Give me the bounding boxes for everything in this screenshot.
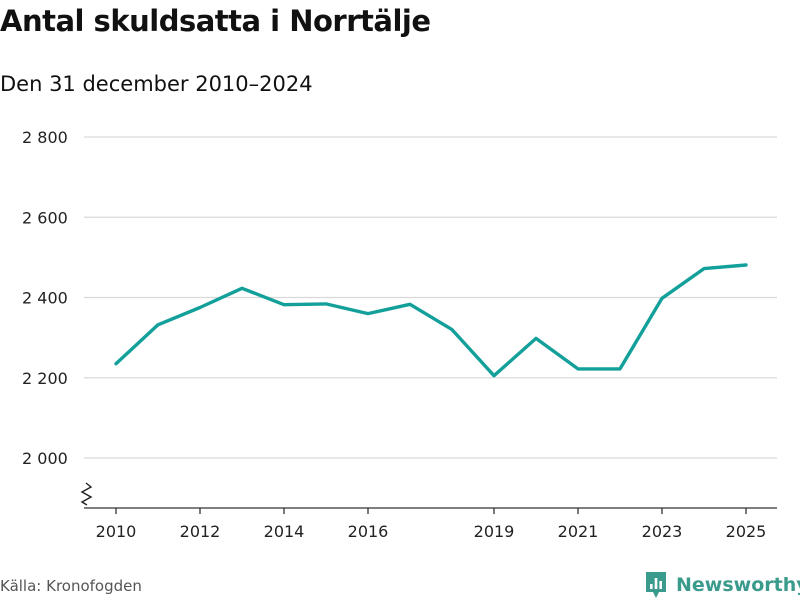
x-tick-label: 2012 [180, 522, 221, 541]
newsworthy-logo-icon [646, 572, 666, 598]
x-tick-label: 2014 [264, 522, 305, 541]
brand-name: Newsworthy [676, 574, 800, 596]
x-tick-label: 2025 [726, 522, 767, 541]
series-line [114, 263, 748, 378]
x-tick-label: 2019 [474, 522, 515, 541]
x-tick-label: 2021 [558, 522, 599, 541]
brand[interactable]: Newsworthy [644, 570, 800, 600]
y-tick-label: 2 800 [22, 128, 68, 147]
chart-title: Antal skuldsatta i Norrtälje [0, 4, 431, 38]
x-tick-label: 2023 [642, 522, 683, 541]
x-tick-label: 2016 [348, 522, 389, 541]
y-tick-label: 2 600 [22, 208, 68, 227]
source-note: Källa: Kronofogden [0, 577, 142, 595]
axis-break-icon [80, 482, 93, 506]
chart-subtitle: Den 31 december 2010–2024 [0, 72, 313, 96]
y-tick-label: 2 000 [22, 449, 68, 468]
x-tick-label: 2010 [96, 522, 137, 541]
y-tick-label: 2 200 [22, 369, 68, 388]
y-tick-label: 2 400 [22, 289, 68, 308]
